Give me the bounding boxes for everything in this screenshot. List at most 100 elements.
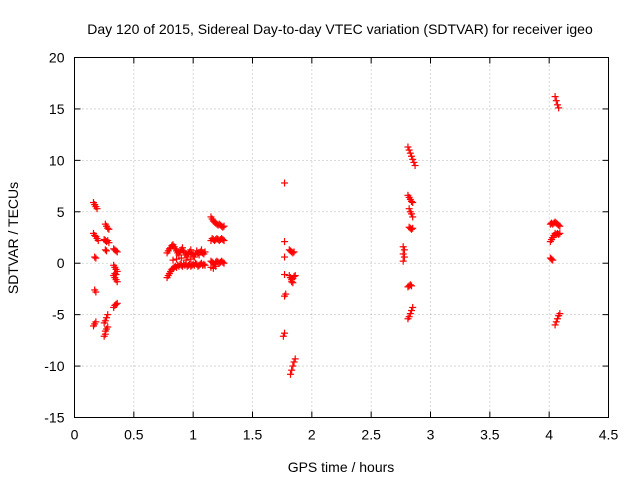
data-point	[92, 288, 100, 296]
data-point	[399, 243, 407, 251]
data-point	[556, 310, 564, 318]
data-point	[104, 323, 112, 331]
data-point	[113, 248, 121, 256]
y-axis-tick-labels: -15 -10 -5 0 5 10 15 20	[44, 50, 64, 426]
data-point	[290, 358, 298, 366]
data-point	[400, 253, 408, 261]
x-tick-label: 1.5	[243, 427, 263, 443]
data-point	[548, 255, 556, 263]
data-point	[400, 246, 408, 254]
data-point	[411, 162, 419, 169]
data-point	[556, 222, 564, 230]
data-point	[399, 250, 407, 258]
grid-lines	[74, 57, 609, 418]
chart-title: Day 120 of 2015, Sidereal Day-to-day VTE…	[87, 21, 593, 37]
data-point	[183, 253, 191, 261]
data-point	[220, 259, 228, 267]
data-point	[101, 317, 109, 325]
x-tick-label: 0.5	[124, 427, 144, 443]
data-point	[105, 225, 113, 233]
data-point	[290, 273, 298, 281]
data-point	[555, 230, 563, 238]
plot-frame	[74, 57, 609, 418]
data-point	[105, 239, 113, 247]
data-point	[103, 247, 111, 255]
data-point	[281, 329, 289, 337]
data-point	[409, 155, 417, 163]
data-point	[555, 221, 563, 229]
data-point	[405, 205, 413, 213]
x-tick-label: 3.5	[480, 427, 500, 443]
data-point	[551, 93, 559, 101]
data-point	[111, 270, 119, 277]
y-tick-label: 20	[49, 50, 65, 66]
data-point	[406, 310, 414, 318]
data-point	[549, 256, 557, 264]
data-points	[89, 93, 564, 378]
data-point	[408, 225, 416, 233]
data-point	[552, 97, 560, 105]
data-point	[94, 237, 102, 245]
data-point	[187, 246, 195, 254]
data-point	[555, 104, 563, 112]
data-point	[282, 290, 290, 298]
data-point	[281, 238, 289, 246]
data-point	[281, 253, 289, 261]
data-point	[288, 366, 296, 374]
data-point	[201, 248, 209, 256]
data-point	[200, 260, 208, 268]
data-point	[291, 355, 299, 363]
data-point	[178, 244, 186, 252]
x-tick-label: 3	[427, 427, 435, 443]
data-point	[173, 255, 181, 263]
data-point	[101, 246, 109, 254]
data-point	[405, 313, 413, 321]
y-tick-label: 5	[57, 204, 65, 220]
data-point	[190, 253, 198, 261]
x-axis-label: GPS time / hours	[288, 459, 395, 475]
x-tick-label: 4.5	[599, 427, 619, 443]
x-tick-label: 4	[545, 427, 553, 443]
data-point	[409, 199, 417, 207]
data-point	[289, 279, 297, 287]
data-point	[219, 223, 227, 231]
data-point	[408, 198, 416, 205]
data-point	[113, 278, 121, 286]
data-point	[220, 222, 228, 230]
data-point	[551, 321, 559, 329]
data-point	[281, 271, 289, 279]
data-point	[279, 332, 287, 340]
data-point	[291, 272, 299, 280]
data-point	[553, 315, 561, 323]
data-point	[289, 362, 297, 370]
axis-ticks	[74, 57, 609, 418]
data-point	[182, 256, 190, 264]
data-point	[195, 251, 203, 259]
data-point	[281, 179, 289, 187]
data-point	[404, 143, 412, 151]
y-tick-label: -5	[52, 307, 65, 323]
x-tick-label: 1	[189, 427, 197, 443]
y-tick-label: 0	[57, 255, 65, 271]
data-point	[219, 258, 227, 266]
data-point	[220, 237, 228, 245]
data-point	[406, 281, 414, 289]
data-point	[92, 254, 100, 262]
data-point	[286, 370, 294, 378]
data-point	[187, 255, 195, 263]
data-point	[112, 300, 120, 308]
data-point	[92, 318, 100, 326]
data-point	[408, 152, 416, 160]
y-tick-label: 10	[49, 152, 65, 168]
data-point	[408, 307, 416, 315]
data-point	[408, 210, 416, 218]
data-point	[408, 282, 416, 290]
data-point	[169, 256, 177, 264]
data-point	[201, 261, 209, 269]
data-point	[406, 149, 414, 157]
x-tick-label: 2.5	[361, 427, 381, 443]
data-point	[212, 262, 220, 270]
data-point	[405, 146, 413, 154]
data-point	[553, 101, 561, 109]
